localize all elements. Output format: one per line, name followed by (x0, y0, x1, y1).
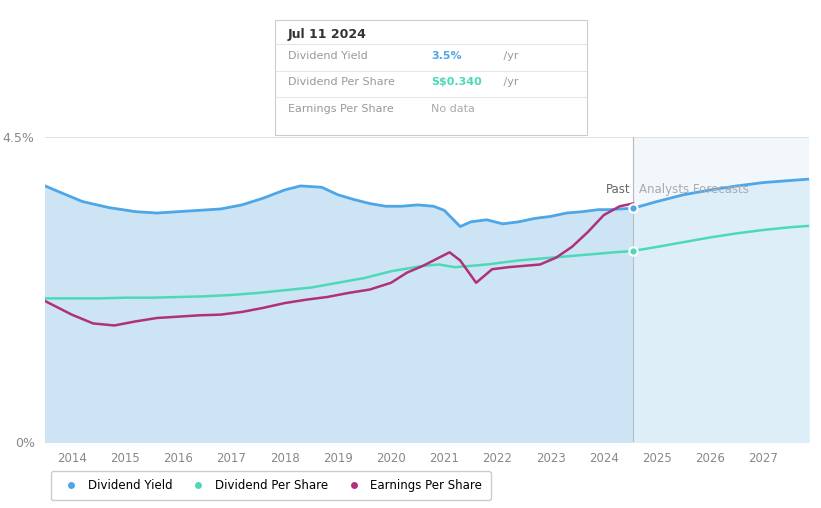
FancyBboxPatch shape (275, 20, 587, 135)
Text: /yr: /yr (500, 78, 518, 87)
Text: Past: Past (607, 183, 631, 197)
Text: S$0.340: S$0.340 (431, 78, 482, 87)
Text: 3.5%: 3.5% (431, 51, 461, 61)
Text: Analysts Forecasts: Analysts Forecasts (640, 183, 750, 197)
Text: /yr: /yr (500, 51, 518, 61)
Bar (633, 137, 809, 442)
Legend: Dividend Yield, Dividend Per Share, Earnings Per Share: Dividend Yield, Dividend Per Share, Earn… (51, 470, 490, 500)
Text: Dividend Per Share: Dividend Per Share (287, 78, 394, 87)
Text: No data: No data (431, 104, 475, 114)
Text: Jul 11 2024: Jul 11 2024 (287, 28, 366, 41)
Text: Earnings Per Share: Earnings Per Share (287, 104, 393, 114)
Text: Dividend Yield: Dividend Yield (287, 51, 367, 61)
